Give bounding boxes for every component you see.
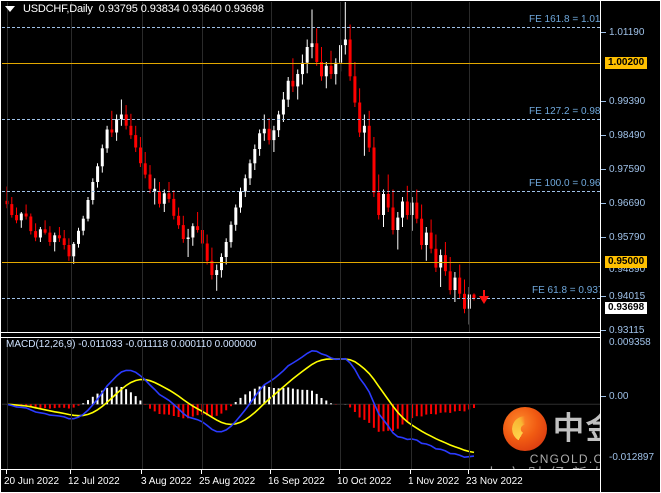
price-tick-label: 0.93115 xyxy=(609,325,645,336)
macd-tick-label-bottom: -0.012897 xyxy=(609,452,655,463)
vertical-gridline xyxy=(271,338,272,470)
price-tick-label: 0.96690 xyxy=(609,198,646,209)
vertical-gridline xyxy=(142,2,143,332)
time-tick-label: 3 Aug 2022 xyxy=(141,476,192,487)
chevron-down-icon[interactable] xyxy=(5,6,15,12)
vertical-gridline xyxy=(71,2,72,332)
panel-divider xyxy=(1,332,601,338)
vertical-gridline xyxy=(469,338,470,470)
price-chart-panel[interactable]: FE 161.8 = 1.01154 FE 127.2 = 0.98591 FE… xyxy=(2,2,600,332)
time-scale-axis[interactable]: 20 Jun 2022 12 Jul 2022 3 Aug 2022 25 Au… xyxy=(1,469,601,492)
fib-label-1618: FE 161.8 = 1.01154 xyxy=(529,14,600,25)
vertical-gridline xyxy=(202,2,203,332)
price-scale-axis[interactable]: 1.01190 0.99390 0.98490 0.97590 0.96690 … xyxy=(600,1,660,492)
macd-legend-label: MACD(12,26,9) -0.011033 -0.011118 0.0001… xyxy=(6,339,257,350)
vertical-gridline xyxy=(271,2,272,332)
price-tick-label: 0.97590 xyxy=(609,164,646,175)
symbol-title: USDCHF,Daily xyxy=(23,3,93,15)
fib-label-1000: FE 100.0 = 0.96576 xyxy=(529,178,600,189)
time-tick-label: 12 Jul 2022 xyxy=(68,476,120,487)
vertical-gridline xyxy=(340,338,341,470)
candlestick-series xyxy=(5,2,476,325)
price-tick-label: 1.01190 xyxy=(609,27,645,38)
macd-tick-label-zero: 0.00 xyxy=(609,391,629,402)
fib-level-line-1000 xyxy=(2,191,600,192)
time-tick-label: 10 Oct 2022 xyxy=(337,476,392,487)
ohlc-values: 0.93795 0.93834 0.93640 0.93698 xyxy=(98,3,264,15)
price-level-badge-095000: 0.95000 xyxy=(605,256,648,268)
price-tick-label: 0.94890 xyxy=(609,264,646,275)
price-tick-label: 0.98490 xyxy=(609,130,646,141)
fib-level-line-1618 xyxy=(2,27,600,28)
price-tick-label: 0.95790 xyxy=(609,232,646,243)
price-tick-label: 0.99390 xyxy=(609,96,646,107)
fib-level-line-618 xyxy=(2,298,600,299)
macd-series xyxy=(2,349,600,459)
vertical-gridline xyxy=(202,338,203,470)
vertical-gridline xyxy=(411,2,412,332)
time-tick-label: 25 Aug 2022 xyxy=(199,476,256,487)
vertical-gridline xyxy=(411,338,412,470)
vertical-gridline xyxy=(7,2,8,332)
fib-level-line-1272 xyxy=(2,119,600,120)
time-tick-label: 1 Nov 2022 xyxy=(408,476,460,487)
current-price-badge: 0.93698 xyxy=(605,302,648,314)
fib-label-618: FE 61.8 = 0.93747 xyxy=(532,285,600,296)
last-price-arrow-icon xyxy=(479,290,489,304)
price-level-badge-100200: 1.00200 xyxy=(605,57,648,69)
price-level-line-100200 xyxy=(2,63,600,64)
time-tick-label: 20 Jun 2022 xyxy=(4,476,60,487)
vertical-gridline xyxy=(7,338,8,470)
price-tick-label: 0.94015 xyxy=(609,291,646,302)
vertical-gridline xyxy=(71,338,72,470)
time-tick-label: 23 Nov 2022 xyxy=(466,476,523,487)
vertical-gridline xyxy=(469,2,470,332)
vertical-gridline xyxy=(340,2,341,332)
macd-indicator-panel[interactable]: MACD(12,26,9) -0.011033 -0.011118 0.0001… xyxy=(2,338,600,470)
symbol-header-bar: USDCHF,Daily 0.93795 0.93834 0.93640 0.9… xyxy=(1,1,601,17)
fib-label-1272: FE 127.2 = 0.98591 xyxy=(529,106,600,117)
time-tick-label: 16 Sep 2022 xyxy=(268,476,325,487)
vertical-gridline xyxy=(142,338,143,470)
price-level-line-095000 xyxy=(2,262,600,263)
macd-tick-label-top: 0.009358 xyxy=(609,337,651,348)
